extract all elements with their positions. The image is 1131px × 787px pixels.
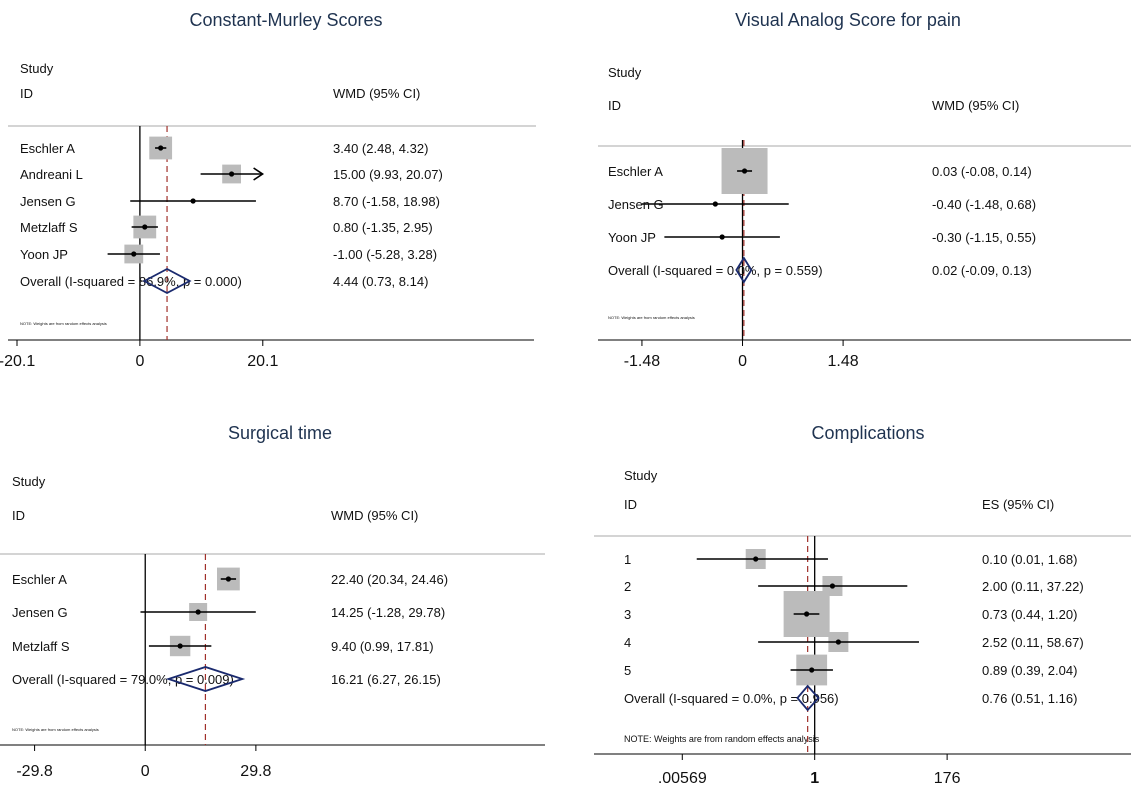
effect-header: WMD (95% CI) [331, 508, 418, 523]
study-point-estimate [753, 556, 759, 562]
study-ci-value: 22.40 (20.34, 24.46) [331, 572, 448, 587]
study-point-estimate [712, 201, 718, 207]
study-ci-value: 14.25 (-1.28, 29.78) [331, 605, 445, 620]
id-header: ID [608, 98, 621, 113]
ci-truncation-arrow [253, 167, 265, 181]
study-point-estimate [225, 576, 231, 582]
forest-panel-0: -20.1 0 20.1 Eschler A 3.40 (2.48, 4.32) Andr… [0, 125, 536, 370]
overall-label: Overall (I-squared = 0.0%, p = 0.956) [624, 691, 839, 706]
study-ci-value: 0.89 (0.39, 2.04) [982, 663, 1077, 678]
study-point-estimate [741, 168, 748, 174]
study-label: Eschler A [608, 164, 663, 179]
study-label: Jensen G [12, 605, 68, 620]
study-point-estimate [229, 171, 235, 177]
study-point-estimate [835, 639, 841, 645]
x-tick-label: .00569 [658, 770, 707, 787]
study-point-estimate [809, 667, 815, 673]
overall-diamond [735, 256, 753, 284]
x-tick-label: 0 [738, 353, 747, 370]
overall-diamond [796, 684, 820, 712]
study-ci-value: -0.30 (-1.15, 0.55) [932, 230, 1036, 245]
study-ci-value: 0.03 (-0.08, 0.14) [932, 164, 1032, 179]
study-point-estimate [177, 643, 183, 649]
study-label: Andreani L [20, 167, 83, 182]
x-tick-label: 1 [810, 770, 819, 787]
study-point-estimate [804, 611, 810, 617]
study-label: Yoon JP [608, 230, 656, 245]
study-point-estimate [829, 583, 836, 589]
study-label: Metzlaff S [20, 220, 78, 235]
forest-panel-2: -29.8 0 29.8 Eschler A 22.40 (20.34, 24.46) J… [0, 553, 545, 780]
study-ci-value: 8.70 (-1.58, 18.98) [333, 194, 440, 209]
weights-note: NOTE: Weights are from random effects an… [608, 315, 695, 320]
study-label: 1 [624, 552, 631, 567]
study-ci-value: 2.00 (0.11, 37.22) [982, 579, 1084, 594]
study-ci-value: 0.80 (-1.35, 2.95) [333, 220, 433, 235]
effect-header: ES (95% CI) [982, 497, 1054, 512]
overall-ci-value: 16.21 (6.27, 26.15) [331, 672, 441, 687]
study-label: Eschler A [20, 141, 75, 156]
study-point-estimate [719, 234, 725, 240]
study-header: Study [608, 65, 642, 80]
id-header: ID [12, 508, 25, 523]
panel-title-constant-murley: Constant-Murley Scores [189, 10, 382, 30]
study-ci-value: 9.40 (0.99, 17.81) [331, 639, 434, 654]
study-ci-value: 0.73 (0.44, 1.20) [982, 607, 1077, 622]
panel-title-visual-analog: Visual Analog Score for pain [735, 10, 961, 30]
overall-label: Overall (I-squared = 0.0%, p = 0.559) [608, 263, 823, 278]
study-label: Metzlaff S [12, 639, 70, 654]
id-header: ID [624, 497, 637, 512]
x-tick-label: 0 [141, 763, 150, 780]
forest-panel-1: -1.48 0 1.48 Eschler A 0.03 (-0.08, 0.14) Jen… [598, 140, 1131, 370]
study-label: 4 [624, 635, 631, 650]
x-tick-label: -20.1 [0, 353, 35, 370]
study-header: Study [624, 468, 658, 483]
panel-title-complications: Complications [811, 423, 924, 443]
study-header: Study [12, 474, 46, 489]
study-ci-value: -0.40 (-1.48, 0.68) [932, 197, 1036, 212]
x-tick-label: 0 [135, 353, 144, 370]
study-label: Jensen G [608, 197, 664, 212]
study-label: Yoon JP [20, 247, 68, 262]
study-label: Jensen G [20, 194, 76, 209]
study-point-estimate [158, 145, 164, 151]
overall-diamond [142, 267, 192, 295]
study-label: 3 [624, 607, 631, 622]
x-tick-label: -1.48 [624, 353, 661, 370]
overall-diamond [165, 666, 246, 692]
study-point-estimate [195, 609, 201, 615]
overall-ci-value: 0.02 (-0.09, 0.13) [932, 263, 1032, 278]
study-ci-value: 15.00 (9.93, 20.07) [333, 167, 443, 182]
study-ci-value: -1.00 (-5.28, 3.28) [333, 247, 437, 262]
study-point-estimate [131, 251, 137, 257]
study-label: 2 [624, 579, 631, 594]
panel-title-surgical-time: Surgical time [228, 423, 332, 443]
x-tick-label: 176 [934, 770, 961, 787]
x-tick-label: -29.8 [16, 763, 53, 780]
overall-label: Overall (I-squared = 79.0%, p = 0.009) [12, 672, 234, 687]
weights-note: NOTE: Weights are from random effects an… [20, 321, 107, 326]
overall-ci-value: 0.76 (0.51, 1.16) [982, 691, 1077, 706]
x-tick-label: 29.8 [240, 763, 271, 780]
overall-label: Overall (I-squared = 86.9%, p = 0.000) [20, 274, 242, 289]
effect-header: WMD (95% CI) [333, 86, 420, 101]
effect-header: WMD (95% CI) [932, 98, 1019, 113]
study-ci-value: 0.10 (0.01, 1.68) [982, 552, 1077, 567]
overall-ci-value: 4.44 (0.73, 8.14) [333, 274, 428, 289]
id-header: ID [20, 86, 33, 101]
study-ci-value: 3.40 (2.48, 4.32) [333, 141, 428, 156]
study-header: Study [20, 61, 54, 76]
weights-note: NOTE: Weights are from random effects an… [12, 727, 99, 732]
x-tick-label: 20.1 [247, 353, 278, 370]
study-ci-value: 2.52 (0.11, 58.67) [982, 635, 1084, 650]
study-point-estimate [142, 224, 148, 230]
study-point-estimate [190, 198, 196, 204]
forest-panel-3: .00569 1 176 1 0.10 (0.01, 1.68) 2 2.00 (0.11,… [594, 535, 1131, 787]
x-tick-label: 1.48 [828, 353, 859, 370]
study-label: 5 [624, 663, 631, 678]
study-label: Eschler A [12, 572, 67, 587]
weights-note: NOTE: Weights are from random effects an… [624, 734, 820, 744]
